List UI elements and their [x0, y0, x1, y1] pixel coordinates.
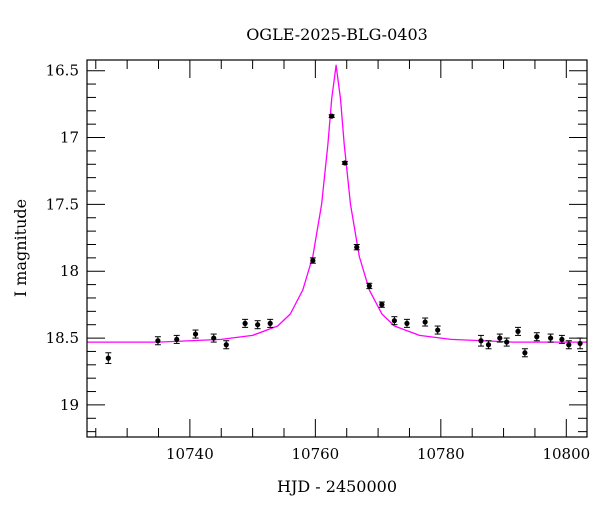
y-tick-label: 18.5 — [46, 329, 79, 347]
data-point — [267, 318, 274, 328]
data-point — [558, 334, 565, 344]
model-curve-group — [87, 64, 587, 343]
data-marker — [504, 339, 510, 345]
data-marker — [211, 335, 217, 341]
data-marker — [255, 322, 261, 328]
data-point — [366, 282, 373, 290]
data-point — [477, 334, 484, 347]
data-marker — [174, 336, 180, 343]
data-point — [353, 243, 360, 251]
data-marker — [497, 335, 503, 341]
data-marker — [267, 320, 273, 326]
data-point — [391, 316, 398, 326]
data-marker — [422, 319, 428, 325]
data-marker — [478, 338, 484, 344]
data-marker — [404, 320, 410, 326]
data-marker — [391, 318, 398, 324]
x-tick-label: 10760 — [291, 445, 339, 463]
data-marker — [485, 342, 492, 348]
x-tick-label: 10800 — [542, 445, 590, 463]
data-point — [485, 340, 492, 350]
y-tick-label: 16.5 — [46, 62, 79, 80]
data-marker — [435, 327, 441, 333]
data-point — [192, 329, 199, 339]
data-points-group — [105, 113, 584, 364]
x-axis-label: HJD - 2450000 — [277, 477, 397, 496]
data-point — [378, 301, 385, 308]
data-point — [434, 325, 441, 335]
data-point — [533, 332, 540, 342]
data-point — [328, 113, 335, 119]
plot-frame — [86, 59, 588, 438]
data-point — [173, 334, 180, 344]
data-point — [514, 326, 521, 336]
data-marker — [354, 244, 360, 250]
model-curve — [87, 64, 587, 343]
chart-title: OGLE-2025-BLG-0403 — [246, 25, 428, 44]
data-point — [242, 318, 249, 328]
data-point — [403, 318, 410, 328]
data-marker — [329, 113, 335, 119]
data-marker — [515, 328, 521, 334]
data-marker — [559, 336, 565, 343]
data-point — [503, 337, 510, 347]
data-marker — [522, 350, 528, 356]
data-point — [565, 340, 572, 350]
data-marker — [242, 320, 248, 326]
data-point — [154, 336, 161, 346]
data-marker — [534, 334, 540, 340]
y-tick-label: 19 — [60, 396, 79, 414]
y-tick-label: 17.5 — [46, 195, 79, 213]
data-marker — [379, 302, 385, 308]
data-point — [422, 317, 429, 327]
x-tick-label: 10780 — [417, 445, 465, 463]
y-axis-label: I magnitude — [11, 199, 30, 297]
data-point — [547, 333, 554, 343]
data-marker — [310, 257, 316, 264]
data-point — [210, 333, 217, 343]
data-marker — [192, 331, 199, 337]
data-point — [223, 340, 230, 350]
data-point — [496, 333, 503, 343]
data-point — [254, 320, 261, 330]
data-point — [521, 348, 528, 358]
data-marker — [105, 355, 111, 361]
data-marker — [366, 283, 372, 289]
data-marker — [566, 342, 572, 348]
data-marker — [155, 338, 161, 344]
x-tick-label: 10740 — [166, 445, 214, 463]
data-point — [105, 352, 112, 364]
axis-ticks: 10740 10760 10780 10800 16.5 17 17.5 18 18.5 19 — [46, 60, 590, 463]
data-point — [577, 337, 584, 350]
data-point — [309, 257, 316, 264]
data-point — [341, 160, 348, 166]
data-marker — [548, 335, 554, 341]
data-marker — [223, 342, 229, 348]
y-tick-label: 17 — [60, 129, 79, 147]
data-marker — [342, 160, 348, 166]
y-tick-label: 18 — [60, 262, 79, 280]
data-marker — [577, 340, 583, 347]
